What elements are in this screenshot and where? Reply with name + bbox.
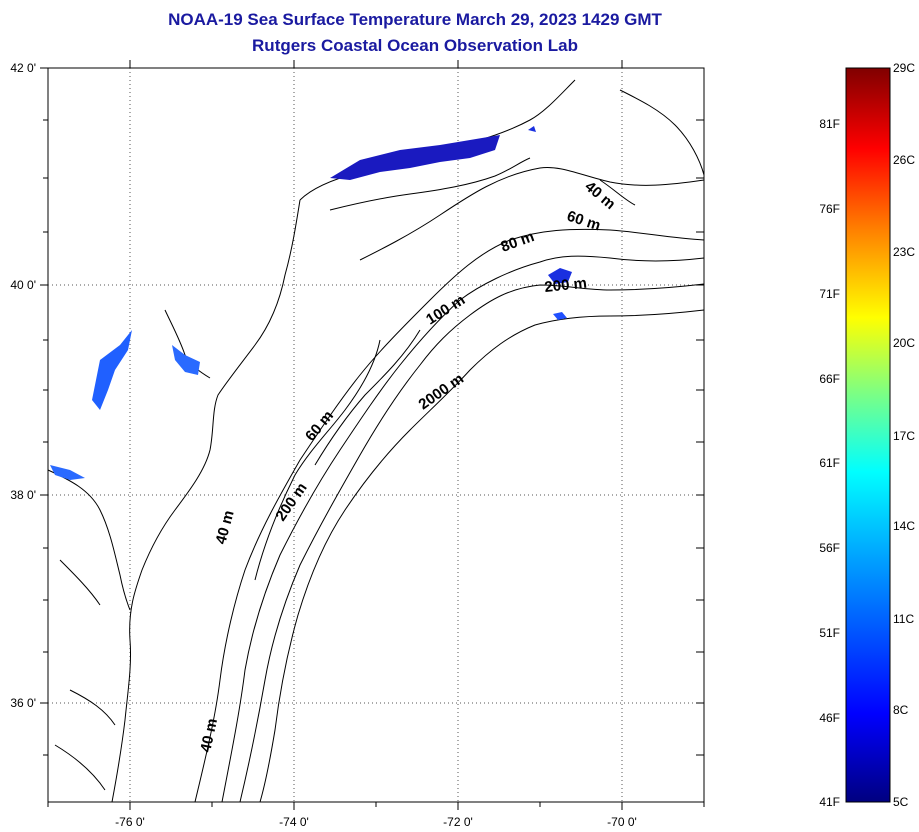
colorbar-c-label: 29C bbox=[893, 61, 915, 75]
bathymetry-contours bbox=[194, 166, 705, 803]
contour-label: 200 m bbox=[544, 275, 588, 296]
lat-label: 36 0' bbox=[10, 696, 36, 710]
colorbar-c-label: 26C bbox=[893, 153, 915, 167]
colorbar-c-label: 20C bbox=[893, 336, 915, 350]
colorbar-f-label: 56F bbox=[819, 541, 840, 555]
colorbar-f-label: 66F bbox=[819, 372, 840, 386]
sst-data bbox=[50, 126, 572, 480]
longitude-labels: -76 0' -74 0' -72 0' -70 0' bbox=[115, 815, 637, 829]
colorbar-f-label: 46F bbox=[819, 711, 840, 725]
colorbar bbox=[845, 67, 891, 803]
graticule bbox=[48, 68, 704, 802]
colorbar-c-label: 8C bbox=[893, 703, 909, 717]
lon-label: -74 0' bbox=[279, 815, 309, 829]
lat-label: 40 0' bbox=[10, 278, 36, 292]
colorbar-f-label: 51F bbox=[819, 626, 840, 640]
colorbar-f-label: 76F bbox=[819, 202, 840, 216]
colorbar-f-label: 71F bbox=[819, 287, 840, 301]
colorbar-f-label: 41F bbox=[819, 795, 840, 809]
colorbar-f-label: 61F bbox=[819, 456, 840, 470]
lon-label: -76 0' bbox=[115, 815, 145, 829]
lon-label: -70 0' bbox=[607, 815, 637, 829]
colorbar-c-label: 14C bbox=[893, 519, 915, 533]
lat-label: 42 0' bbox=[10, 61, 36, 75]
colorbar-c-label: 17C bbox=[893, 429, 915, 443]
colorbar-f-label: 81F bbox=[819, 117, 840, 131]
map-frame bbox=[47, 67, 705, 803]
contour-label: 40 m bbox=[197, 717, 221, 754]
colorbar-c-label: 5C bbox=[893, 795, 909, 809]
colorbar-c-label: 23C bbox=[893, 245, 915, 259]
map-title: NOAA-19 Sea Surface Temperature March 29… bbox=[168, 10, 662, 29]
lon-label: -72 0' bbox=[443, 815, 473, 829]
tick-marks bbox=[40, 60, 705, 810]
colorbar-celsius-labels: 29C 26C 23C 20C 17C 14C 11C 8C 5C bbox=[893, 61, 915, 809]
lat-label: 38 0' bbox=[10, 488, 36, 502]
latitude-labels: 42 0' 40 0' 38 0' 36 0' bbox=[10, 61, 36, 710]
colorbar-fahrenheit-labels: 81F 76F 71F 66F 61F 56F 51F 46F 41F bbox=[819, 117, 840, 809]
colorbar-c-label: 11C bbox=[893, 612, 914, 626]
map-subtitle: Rutgers Coastal Ocean Observation Lab bbox=[252, 36, 578, 55]
